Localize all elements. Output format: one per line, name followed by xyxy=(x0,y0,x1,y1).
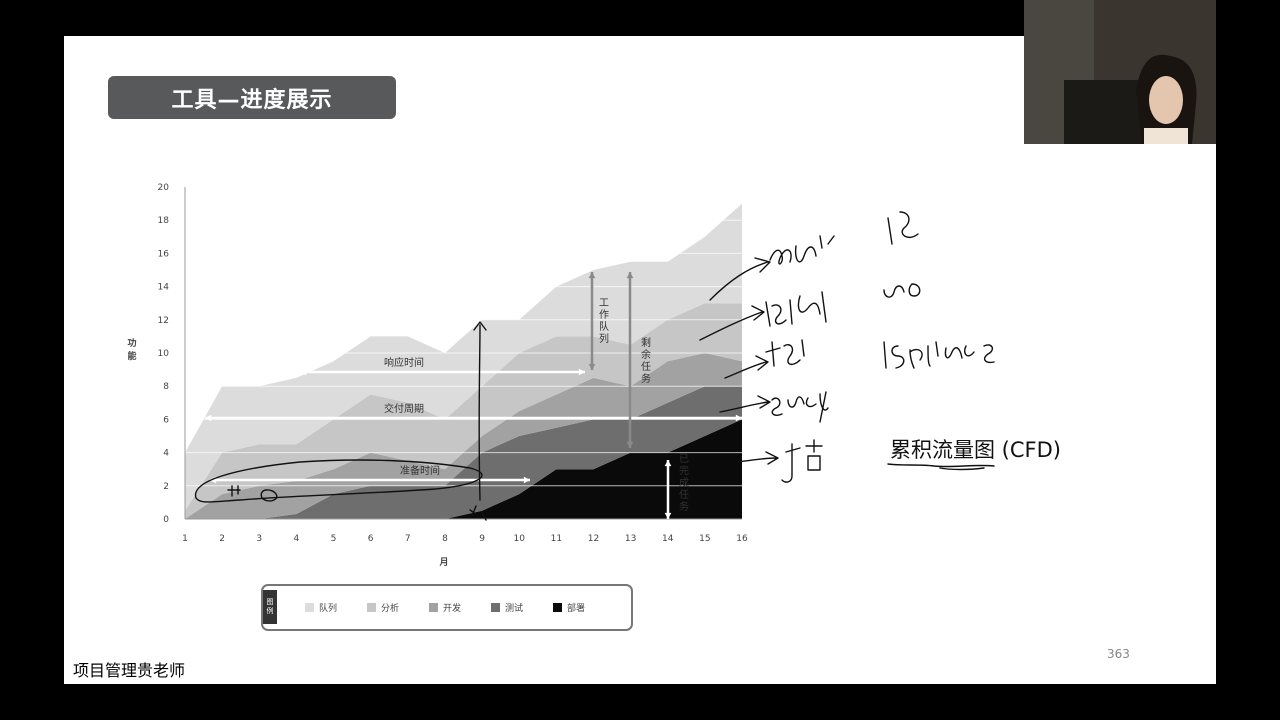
legend-swatch-5 xyxy=(305,603,314,612)
work-queue-arrow-head xyxy=(588,363,596,370)
legend-swatch-4 xyxy=(367,603,376,612)
legend-swatch-1 xyxy=(553,603,562,612)
cfd-label: 累积流量图 (CFD) xyxy=(890,438,1061,462)
x-tick-label: 2 xyxy=(219,534,225,544)
work-queue-arrow-head xyxy=(588,272,596,279)
legend-swatch-2 xyxy=(491,603,500,612)
delivery-cycle-label: 交付周期 xyxy=(384,402,424,415)
response-time-arrow-head xyxy=(578,368,585,376)
webcam-video xyxy=(1024,0,1216,144)
x-tick-label: 8 xyxy=(442,534,448,544)
prep-time-arrow-head xyxy=(523,476,530,484)
x-tick-label: 1 xyxy=(182,534,188,544)
y-tick-label: 20 xyxy=(158,183,170,193)
legend-label-3: 开发 xyxy=(443,602,461,614)
x-tick-label: 11 xyxy=(551,534,562,544)
x-tick-label: 13 xyxy=(625,534,636,544)
legend-title-bar xyxy=(263,590,277,624)
x-tick-label: 7 xyxy=(405,534,411,544)
area-series-3 xyxy=(185,353,742,519)
legend-label-2: 测试 xyxy=(505,602,523,614)
page-number: 363 xyxy=(1107,647,1130,661)
area-series-4 xyxy=(185,303,742,519)
footer-text: 项目管理贵老师 xyxy=(73,661,186,680)
legend-box xyxy=(261,584,633,631)
x-tick-label: 16 xyxy=(736,534,748,544)
area-series-1 xyxy=(185,419,742,519)
y-tick-label: 8 xyxy=(163,382,169,392)
y-tick-label: 16 xyxy=(158,249,170,259)
legend-label-5: 队列 xyxy=(319,602,337,614)
completed-tasks-arrow-head xyxy=(664,512,672,519)
webcam-scene xyxy=(1024,0,1216,144)
x-axis-label: 月 xyxy=(438,557,448,568)
completed-tasks-label: 已完成任务 xyxy=(679,454,689,513)
y-tick-label: 4 xyxy=(163,449,169,459)
y-tick-label: 0 xyxy=(163,515,169,525)
x-tick-label: 6 xyxy=(368,534,374,544)
y-tick-label: 6 xyxy=(163,415,169,425)
legend-label-4: 分析 xyxy=(381,602,399,614)
y-tick-label: 2 xyxy=(163,482,169,492)
legend-title: 图例 xyxy=(267,598,274,615)
delivery-cycle-arrow-head xyxy=(735,414,742,422)
x-tick-label: 12 xyxy=(588,534,599,544)
prep-time-label: 准备时间 xyxy=(400,464,440,477)
slide-title: 工具—进度展示 xyxy=(108,76,396,119)
response-time-label: 响应时间 xyxy=(384,356,424,369)
response-time-arrow-head xyxy=(300,368,307,376)
y-axis-label: 功能 xyxy=(127,337,136,362)
y-tick-label: 10 xyxy=(158,349,170,359)
x-tick-label: 9 xyxy=(479,534,485,544)
y-tick-label: 12 xyxy=(158,316,169,326)
area-series-5 xyxy=(185,203,742,511)
legend-swatch-3 xyxy=(429,603,438,612)
y-tick-label: 18 xyxy=(158,216,170,226)
x-tick-label: 10 xyxy=(513,534,525,544)
x-tick-label: 14 xyxy=(662,534,674,544)
completed-tasks-arrow-head xyxy=(664,460,672,467)
legend-label-1: 部署 xyxy=(567,602,585,614)
handwritten-notes xyxy=(194,211,995,521)
x-tick-label: 4 xyxy=(294,534,300,544)
x-tick-label: 15 xyxy=(699,534,710,544)
x-tick-label: 5 xyxy=(331,534,337,544)
x-tick-label: 3 xyxy=(256,534,262,544)
remaining-tasks-arrow-head xyxy=(626,272,634,279)
y-tick-label: 14 xyxy=(158,283,170,293)
delivery-cycle-arrow-head xyxy=(205,414,212,422)
work-queue-label: 工作队列 xyxy=(599,298,609,345)
remaining-tasks-arrow-head xyxy=(626,441,634,448)
remaining-tasks-label: 剩余任务 xyxy=(641,336,651,385)
